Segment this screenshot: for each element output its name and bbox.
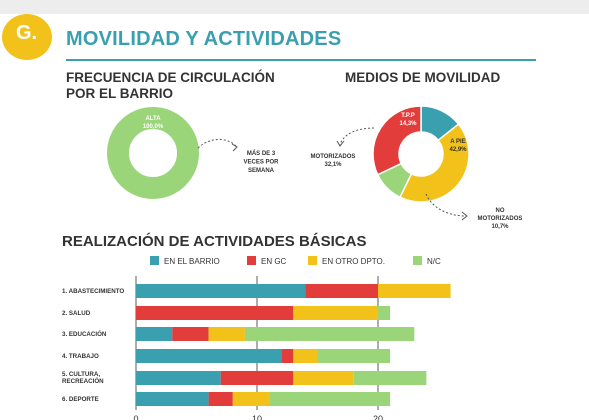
bar-segment [293, 371, 354, 385]
frequency-annotation: SEMANA [248, 168, 275, 174]
section-letter: G. [16, 22, 38, 44]
mobility-tpp-label: T.P.P [401, 113, 415, 119]
legend-label-3: N/C [427, 257, 441, 266]
bar-segment [232, 392, 270, 406]
legend-label-1: EN GC [261, 257, 287, 266]
mobility-donut-slice [399, 123, 470, 203]
bar-segment [136, 327, 173, 341]
frequency-slice-label: ALTA [145, 116, 161, 122]
section-title: MOVILIDAD Y ACTIVIDADES [66, 28, 342, 50]
bar-segment [136, 349, 282, 363]
mobility-motorizados-leader [339, 127, 375, 146]
x-tick-label: 20 [373, 414, 383, 420]
category-label: 6. DEPORTE [62, 396, 99, 403]
mobility-nomotorizados-arrow [461, 211, 468, 221]
mobility-motorizados-label: MOTORIZADOS [311, 154, 356, 160]
bar-segment [378, 284, 451, 298]
frequency-chart-title: FRECUENCIA DE CIRCULACIÓN POR EL BARRIO [66, 70, 275, 101]
legend-swatch-3 [413, 256, 422, 265]
category-label: 1. ABASTECIMIENTO [62, 288, 124, 295]
mobility-motorizados-value: 32,1% [324, 162, 342, 168]
bar-segment [293, 349, 318, 363]
mobility-donut-slice [372, 105, 422, 176]
mobility-nomotorizados-label: MOTORIZADOS [478, 216, 523, 222]
category-label: RECREACIÓN [62, 377, 104, 385]
section-divider [66, 59, 536, 61]
frequency-annotation: MÁS DE 3 [247, 150, 276, 157]
category-label: 5. CULTURA, [62, 371, 100, 378]
legend-swatch-1 [247, 256, 256, 265]
mobility-motorizados-arrow [336, 140, 345, 147]
bar-segment [378, 306, 391, 320]
bar-segment [220, 371, 294, 385]
mobility-nomotorizados-label: NO [496, 208, 505, 214]
activities-chart-title: REALIZACIÓN DE ACTIVIDADES BÁSICAS [62, 233, 367, 250]
mobility-tpp-value: 14,3% [399, 121, 417, 127]
x-tick-label: 0 [133, 414, 138, 420]
bar-segment [136, 284, 306, 298]
bar-segment [208, 327, 245, 341]
frequency-leader-line [197, 139, 237, 149]
legend-label-0: EN EL BARRIO [164, 257, 220, 266]
bar-segment [317, 349, 391, 363]
bar-segment [136, 392, 209, 406]
frequency-donut-slice [107, 107, 199, 199]
frequency-slice-value: 100,0% [143, 124, 164, 130]
top-band [0, 0, 589, 14]
bar-segment [172, 327, 209, 341]
category-label: 4. TRABAJO [62, 353, 99, 360]
mobility-chart-title: MEDIOS DE MOVILIDAD [345, 70, 501, 85]
bar-segment [293, 306, 378, 320]
bar-segment [136, 306, 294, 320]
frequency-annotation: VECES POR [243, 160, 279, 166]
bar-segment [353, 371, 427, 385]
legend-swatch-2 [308, 256, 317, 265]
bar-segment [244, 327, 415, 341]
bar-segment [269, 392, 391, 406]
category-label: 3. EDUCACIÓN [62, 330, 107, 338]
legend-swatch-0 [150, 256, 159, 265]
category-label: 2. SALUD [62, 310, 91, 317]
legend-label-2: EN OTRO DPTO. [322, 257, 385, 266]
frequency-leader-arrow [231, 143, 238, 152]
mobility-apie-value: 42,9% [449, 147, 467, 153]
bar-segment [208, 392, 233, 406]
mobility-nomotorizados-value: 10,7% [491, 224, 509, 230]
bar-segment [305, 284, 378, 298]
bar-segment [281, 349, 294, 363]
bar-segment [136, 371, 221, 385]
mobility-apie-label: A PIE [450, 139, 465, 145]
x-tick-label: 10 [252, 414, 262, 420]
section-badge: G. [2, 14, 52, 60]
